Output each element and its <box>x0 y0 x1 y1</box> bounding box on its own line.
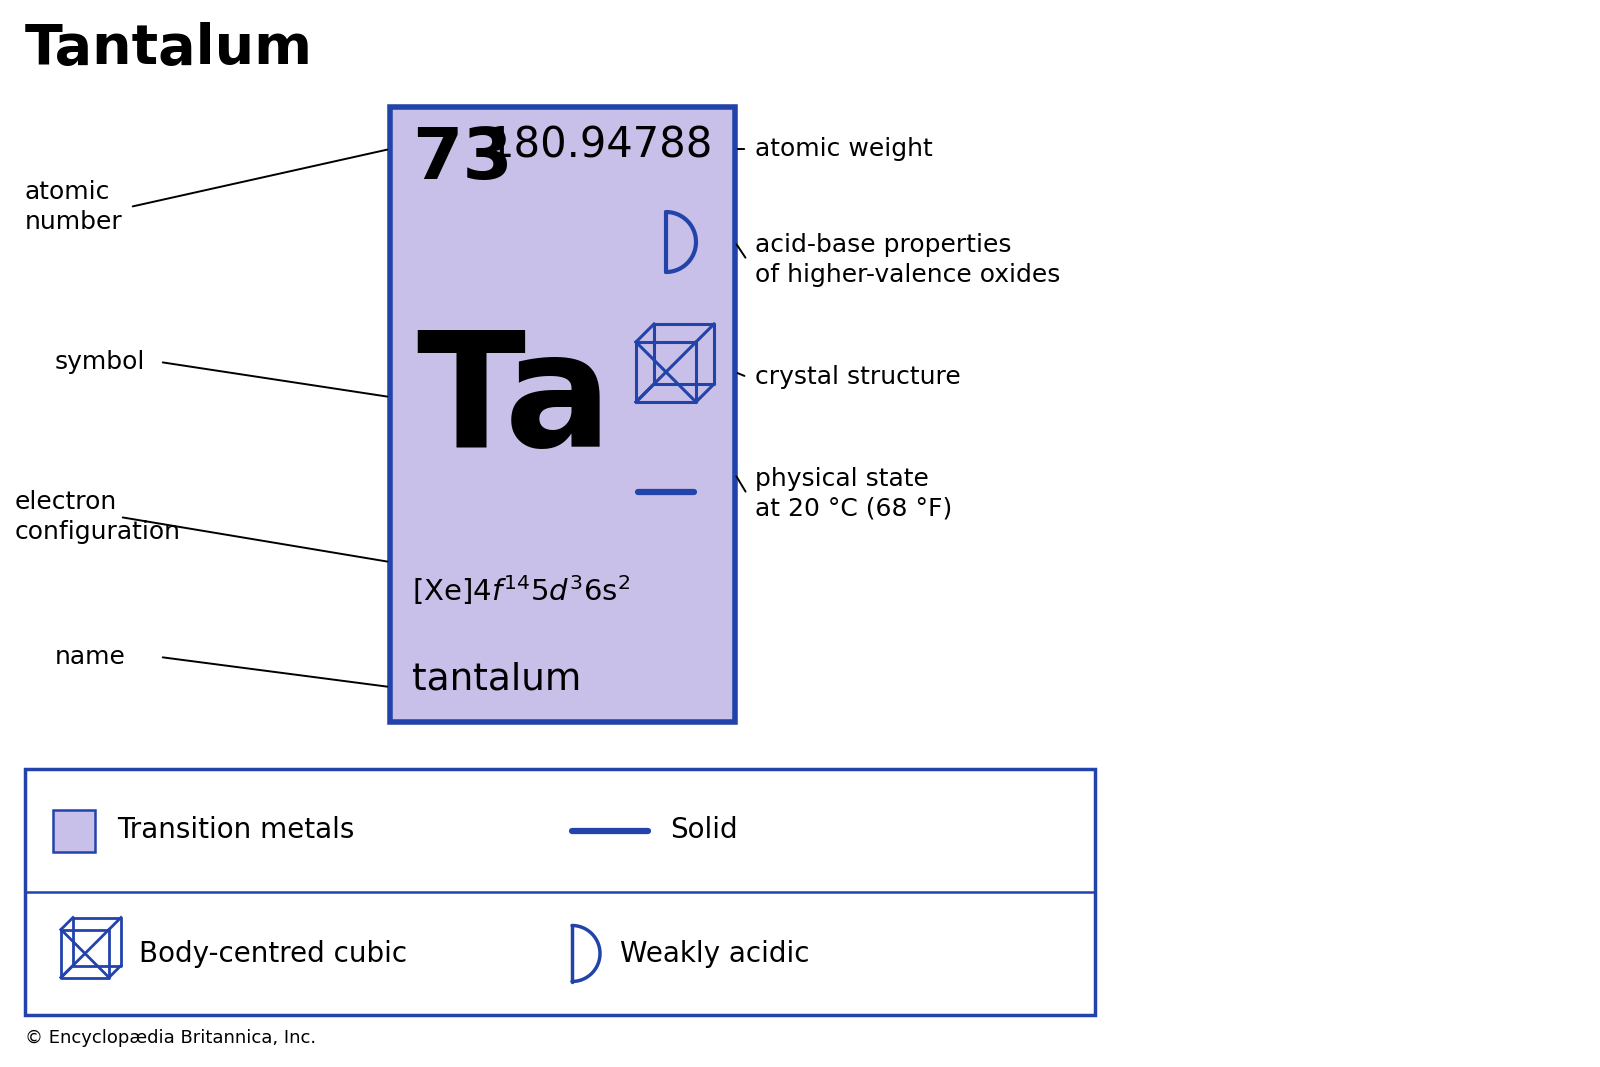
Text: acid-base properties
of higher-valence oxides: acid-base properties of higher-valence o… <box>755 234 1061 287</box>
Text: 180.94788: 180.94788 <box>488 125 714 168</box>
Text: electron
configuration: electron configuration <box>14 490 181 544</box>
Text: name: name <box>54 644 126 669</box>
Text: 73: 73 <box>413 125 512 194</box>
Text: Solid: Solid <box>670 816 738 844</box>
Bar <box>390 107 734 722</box>
Text: crystal structure: crystal structure <box>755 365 960 389</box>
Text: symbol: symbol <box>54 350 146 375</box>
Text: Ta: Ta <box>416 324 613 480</box>
Text: Weakly acidic: Weakly acidic <box>621 940 810 968</box>
Text: tantalum: tantalum <box>413 660 581 697</box>
Text: $\mathrm{[Xe]4\mathit{f}^{14}5\mathit{d}^{3}6s^{2}}$: $\mathrm{[Xe]4\mathit{f}^{14}5\mathit{d}… <box>413 573 630 607</box>
Text: physical state
at 20 °C (68 °F): physical state at 20 °C (68 °F) <box>755 467 952 521</box>
Bar <box>26 769 1094 1015</box>
Text: © Encyclopædia Britannica, Inc.: © Encyclopædia Britannica, Inc. <box>26 1029 317 1047</box>
Text: atomic weight: atomic weight <box>755 137 933 161</box>
Text: Transition metals: Transition metals <box>117 816 354 844</box>
Bar <box>53 810 94 851</box>
Text: atomic
number: atomic number <box>26 180 123 234</box>
Text: Body-centred cubic: Body-centred cubic <box>139 940 406 968</box>
Text: Tantalum: Tantalum <box>26 22 314 76</box>
